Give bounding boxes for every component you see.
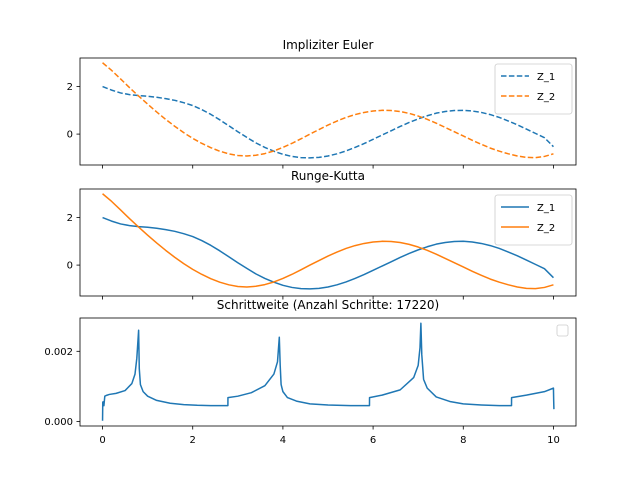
x-tick-label: 6 [370,435,376,446]
x-tick-label: 2 [190,435,196,446]
legend-box [494,63,573,115]
x-tick-label: 0 [99,435,105,446]
legend-label-z_2: Z_2 [537,92,555,103]
y-tick-label: 2 [67,213,73,224]
legend-empty [556,324,569,337]
subplots: 0 2 Impliziter Euler Z_1 Z_2 0 2 Runge-Kutta Z_1… [44,38,577,446]
y-tick-label: 0 [67,130,73,141]
series-line-z_1 [102,85,554,159]
legend-label-z_1: Z_1 [537,203,555,214]
axes-frame [79,188,577,297]
chart-title: Schrittweite (Anzahl Schritte: 17220) [217,298,439,312]
series-line-z_2 [102,193,554,290]
y-tick-label: 0.000 [44,417,73,428]
axes-frame [79,317,577,427]
legend: Z_1 Z_2 [494,63,573,115]
legend-label-z_1: Z_1 [537,72,555,83]
chart-title: Impliziter Euler [283,38,374,52]
subplot-3: 0.000 0.002 0 2 4 6 8 10 Schrittweite (Anzahl Sc… [44,298,577,446]
legend-label-z_2: Z_2 [537,223,555,234]
x-tick-label: 4 [280,435,286,446]
series-line-z_1 [102,216,554,290]
subplot-2: 0 2 Runge-Kutta Z_1 Z_2 [67,169,577,300]
x-tick-label: 8 [460,435,466,446]
y-tick-label: 0.002 [44,347,73,358]
legend: Z_1 Z_2 [494,194,573,246]
chart-title: Runge-Kutta [291,169,365,183]
subplot-1: 0 2 Impliziter Euler Z_1 Z_2 [67,38,577,169]
series-line-schrittweite [101,322,555,421]
x-tick-label: 10 [547,435,560,446]
axes-frame [79,57,577,166]
series-line-z_2 [102,62,554,159]
y-tick-label: 2 [67,82,73,93]
y-tick-label: 0 [67,261,73,272]
legend-box [494,194,573,246]
